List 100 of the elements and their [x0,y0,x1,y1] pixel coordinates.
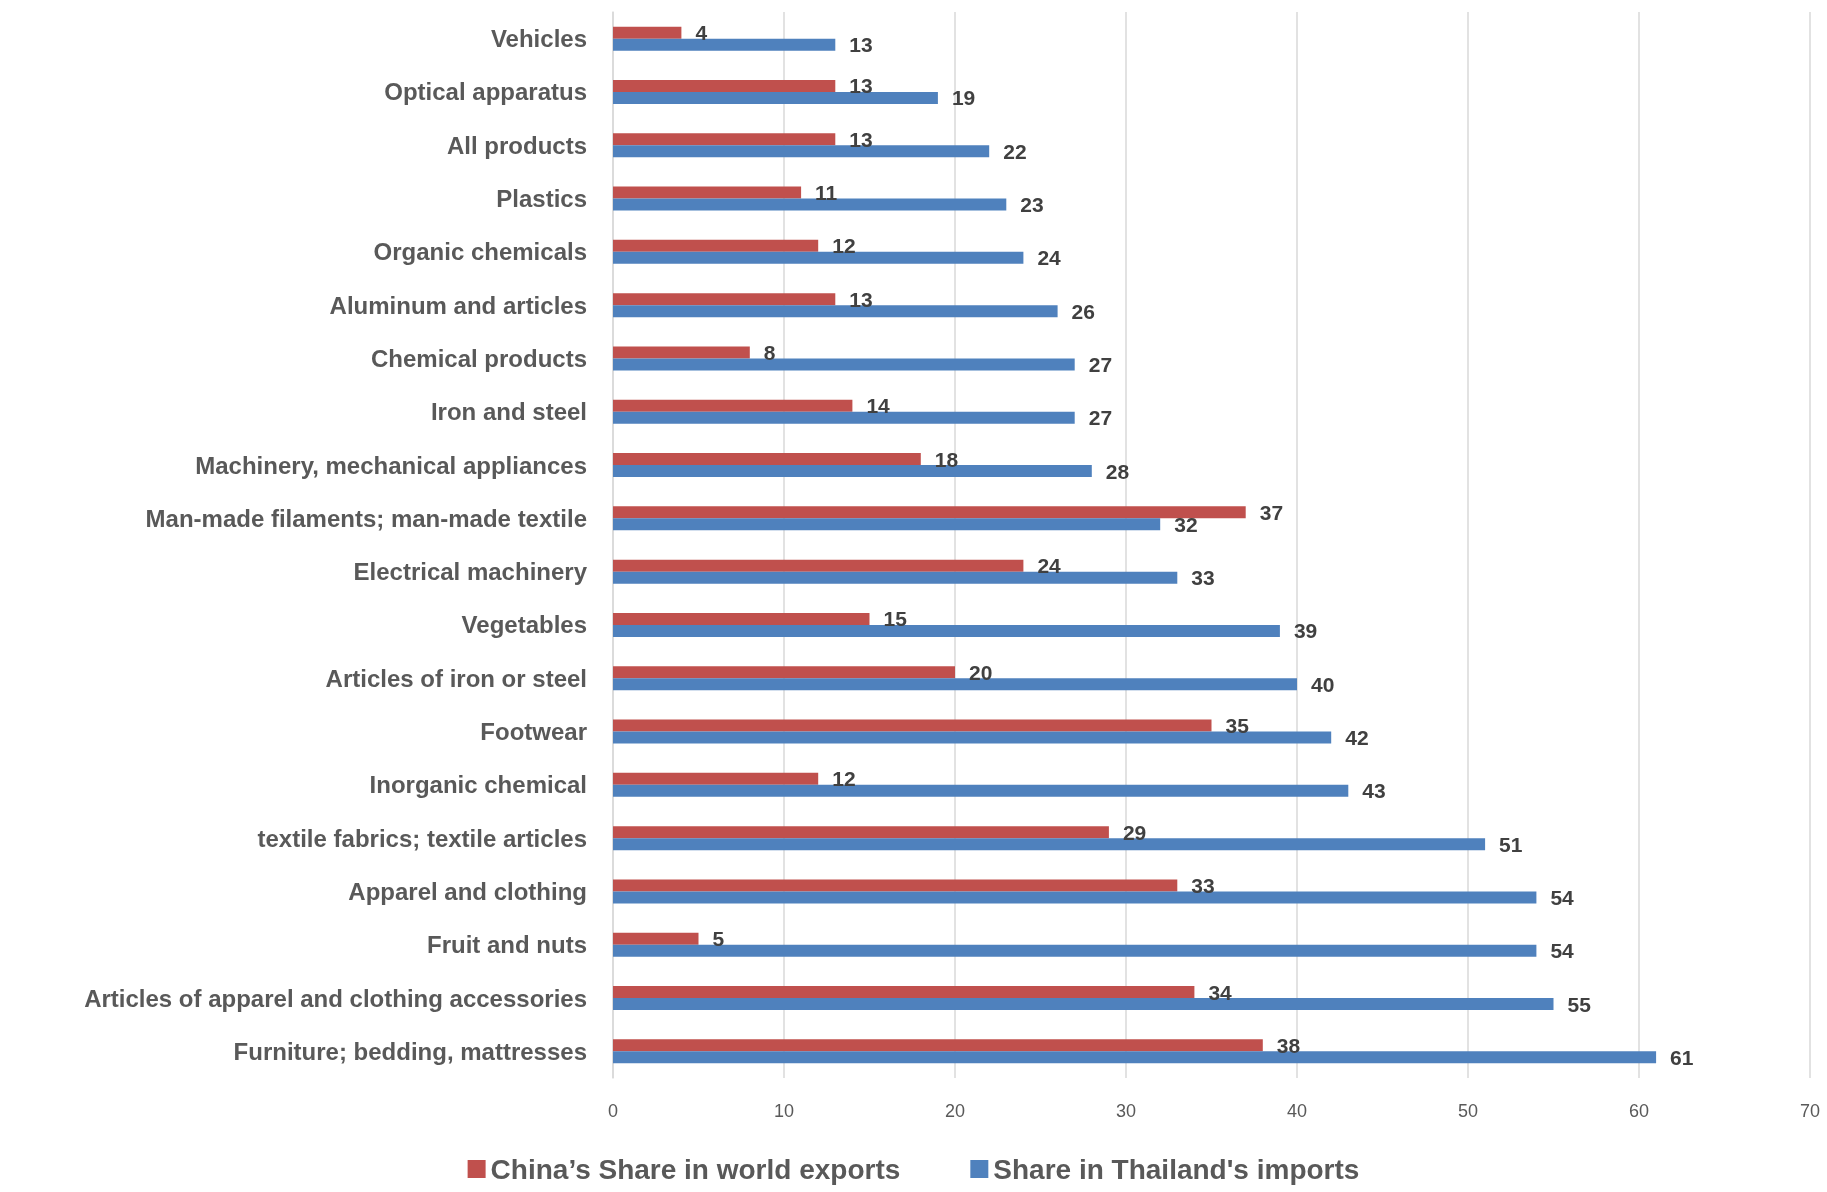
bar [613,838,1486,851]
bar [613,826,1109,839]
bar [613,465,1092,478]
bar [613,26,682,39]
data-label: 61 [1670,1045,1694,1069]
bar [613,1051,1657,1064]
data-label: 42 [1345,726,1369,750]
bar [613,305,1058,318]
bar [613,79,836,92]
x-tick-label: 20 [944,1101,966,1121]
bar [613,944,1537,957]
bar [613,559,1024,572]
y-tick-label: Man-made filaments; man-made textile [145,504,587,532]
bar [613,666,955,679]
y-tick-label: Chemical products [370,344,587,372]
y-tick-label: Apparel and clothing [348,877,587,905]
data-label: 40 [1311,672,1335,696]
data-label: 15 [883,607,908,631]
x-tick-label: 10 [773,1101,795,1121]
bar [613,346,750,359]
data-label: 4 [695,21,708,45]
y-tick-label: Furniture; bedding, mattresses [233,1037,587,1065]
data-label: 14 [866,394,891,418]
bar [613,986,1195,999]
data-label: 23 [1020,193,1044,217]
data-label: 19 [951,86,976,110]
y-tick-label: Organic chemicals [373,238,587,266]
data-label: 5 [712,927,725,951]
data-label: 24 [1037,246,1062,270]
bar [613,891,1537,904]
y-tick-label: Plastics [496,185,587,213]
data-label: 26 [1071,299,1095,323]
y-tick-label: Aluminum and articles [329,291,587,319]
data-label: 27 [1088,352,1113,376]
data-label: 13 [849,74,873,98]
data-label: 13 [849,33,873,57]
y-tick-label: Optical apparatus [384,78,587,106]
data-label: 12 [832,767,856,791]
y-tick-label: textile fabrics; textile articles [257,824,587,852]
y-tick-label: Articles of iron or steel [325,664,587,692]
data-label: 33 [1191,873,1215,897]
data-label: 24 [1037,554,1062,578]
data-label: 37 [1259,500,1284,524]
bar [613,91,938,104]
bar [613,506,1246,519]
bar [613,731,1332,744]
data-label: 27 [1088,406,1113,430]
bar [613,38,836,51]
data-label: 29 [1122,820,1147,844]
bar [613,571,1178,584]
y-tick-label: Machinery, mechanical appliances [195,451,587,479]
bar [613,358,1075,371]
data-label: 34 [1208,980,1233,1004]
bar [613,719,1212,732]
y-tick-label: Footwear [480,718,587,746]
bar [613,251,1024,264]
bar [613,772,819,785]
y-tick-label: Inorganic chemical [369,771,587,799]
data-label: 54 [1550,885,1575,909]
x-tick-label: 0 [607,1101,619,1121]
bar [613,998,1554,1011]
y-tick-label: Vehicles [490,25,587,53]
data-label: 13 [849,287,873,311]
data-label: 43 [1362,779,1386,803]
bar [613,1039,1263,1052]
data-label: 32 [1174,512,1198,536]
bar [613,624,1280,637]
data-label: 20 [969,660,993,684]
bar [613,518,1161,531]
y-tick-label: All products [446,131,587,159]
data-label: 11 [815,181,838,205]
data-label: 54 [1550,939,1575,963]
bar [613,453,921,466]
data-label: 8 [763,340,776,364]
data-label: 22 [1003,139,1027,163]
y-tick-label: Vegetables [461,611,587,639]
y-tick-label: Electrical machinery [353,558,588,586]
y-tick-label: Articles of apparel and clothing accessories [84,984,587,1012]
bar [613,411,1075,424]
bar [613,133,836,146]
bar [613,198,1007,211]
legend-label: China’s Share in world exports [490,1153,901,1185]
data-label: 35 [1225,714,1250,738]
y-tick-label: Fruit and nuts [427,931,587,959]
data-label: 51 [1499,832,1523,856]
x-tick-label: 40 [1286,1101,1308,1121]
bar [613,186,802,199]
legend-label: Share in Thailand's imports [993,1153,1360,1185]
bar [613,239,819,252]
bar [613,399,853,412]
x-tick-label: 60 [1628,1101,1650,1121]
y-tick-label: Iron and steel [430,398,587,426]
bar [613,145,990,158]
bar [613,678,1297,691]
x-tick-label: 70 [1799,1101,1821,1121]
bar [613,293,836,306]
bar [613,784,1349,797]
data-label: 55 [1567,992,1592,1016]
data-label: 13 [849,127,873,151]
data-label: 28 [1105,459,1130,483]
